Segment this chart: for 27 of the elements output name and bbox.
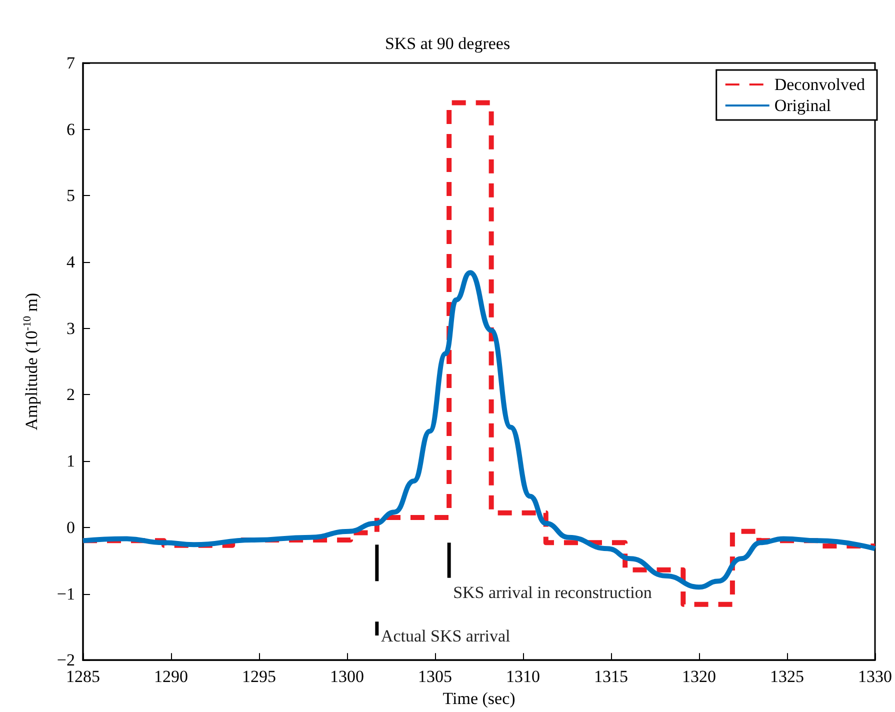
legend-label: Deconvolved: [774, 75, 866, 94]
annotation: Actual SKS arrival: [380, 626, 511, 646]
y-tick-label: 5: [66, 186, 75, 206]
y-tick-label: 3: [66, 318, 75, 338]
y-axis-title: Amplitude (10-10 m): [22, 292, 41, 430]
x-tick-label: 1295: [242, 667, 276, 686]
x-tick-label: 1285: [66, 667, 100, 686]
y-tick-label: 6: [66, 120, 75, 139]
y-tick-label: 7: [66, 54, 76, 72]
y-tick-label: −1: [56, 584, 75, 604]
x-axis-title: Time (sec): [442, 689, 516, 708]
x-tick-label: 1300: [330, 667, 364, 686]
annotation: SKS arrival in reconstruction: [453, 582, 652, 602]
y-tick-label: 1: [66, 452, 75, 471]
x-tick-label: 1290: [154, 667, 188, 686]
x-tick-label: 1325: [770, 667, 804, 686]
x-tick-label: 1305: [418, 667, 452, 686]
x-tick-label: 1320: [682, 667, 716, 686]
legend-label: Original: [774, 96, 832, 115]
y-tick-label: −2: [56, 650, 75, 670]
y-tick-label: 0: [66, 518, 75, 537]
x-tick-label: 1330: [858, 667, 892, 686]
x-tick-label: 1310: [506, 667, 540, 686]
chart-title: SKS at 90 degrees: [384, 34, 510, 53]
y-tick-label: 4: [66, 252, 76, 272]
x-tick-label: 1315: [594, 667, 628, 686]
y-tick-label: 2: [66, 385, 75, 404]
